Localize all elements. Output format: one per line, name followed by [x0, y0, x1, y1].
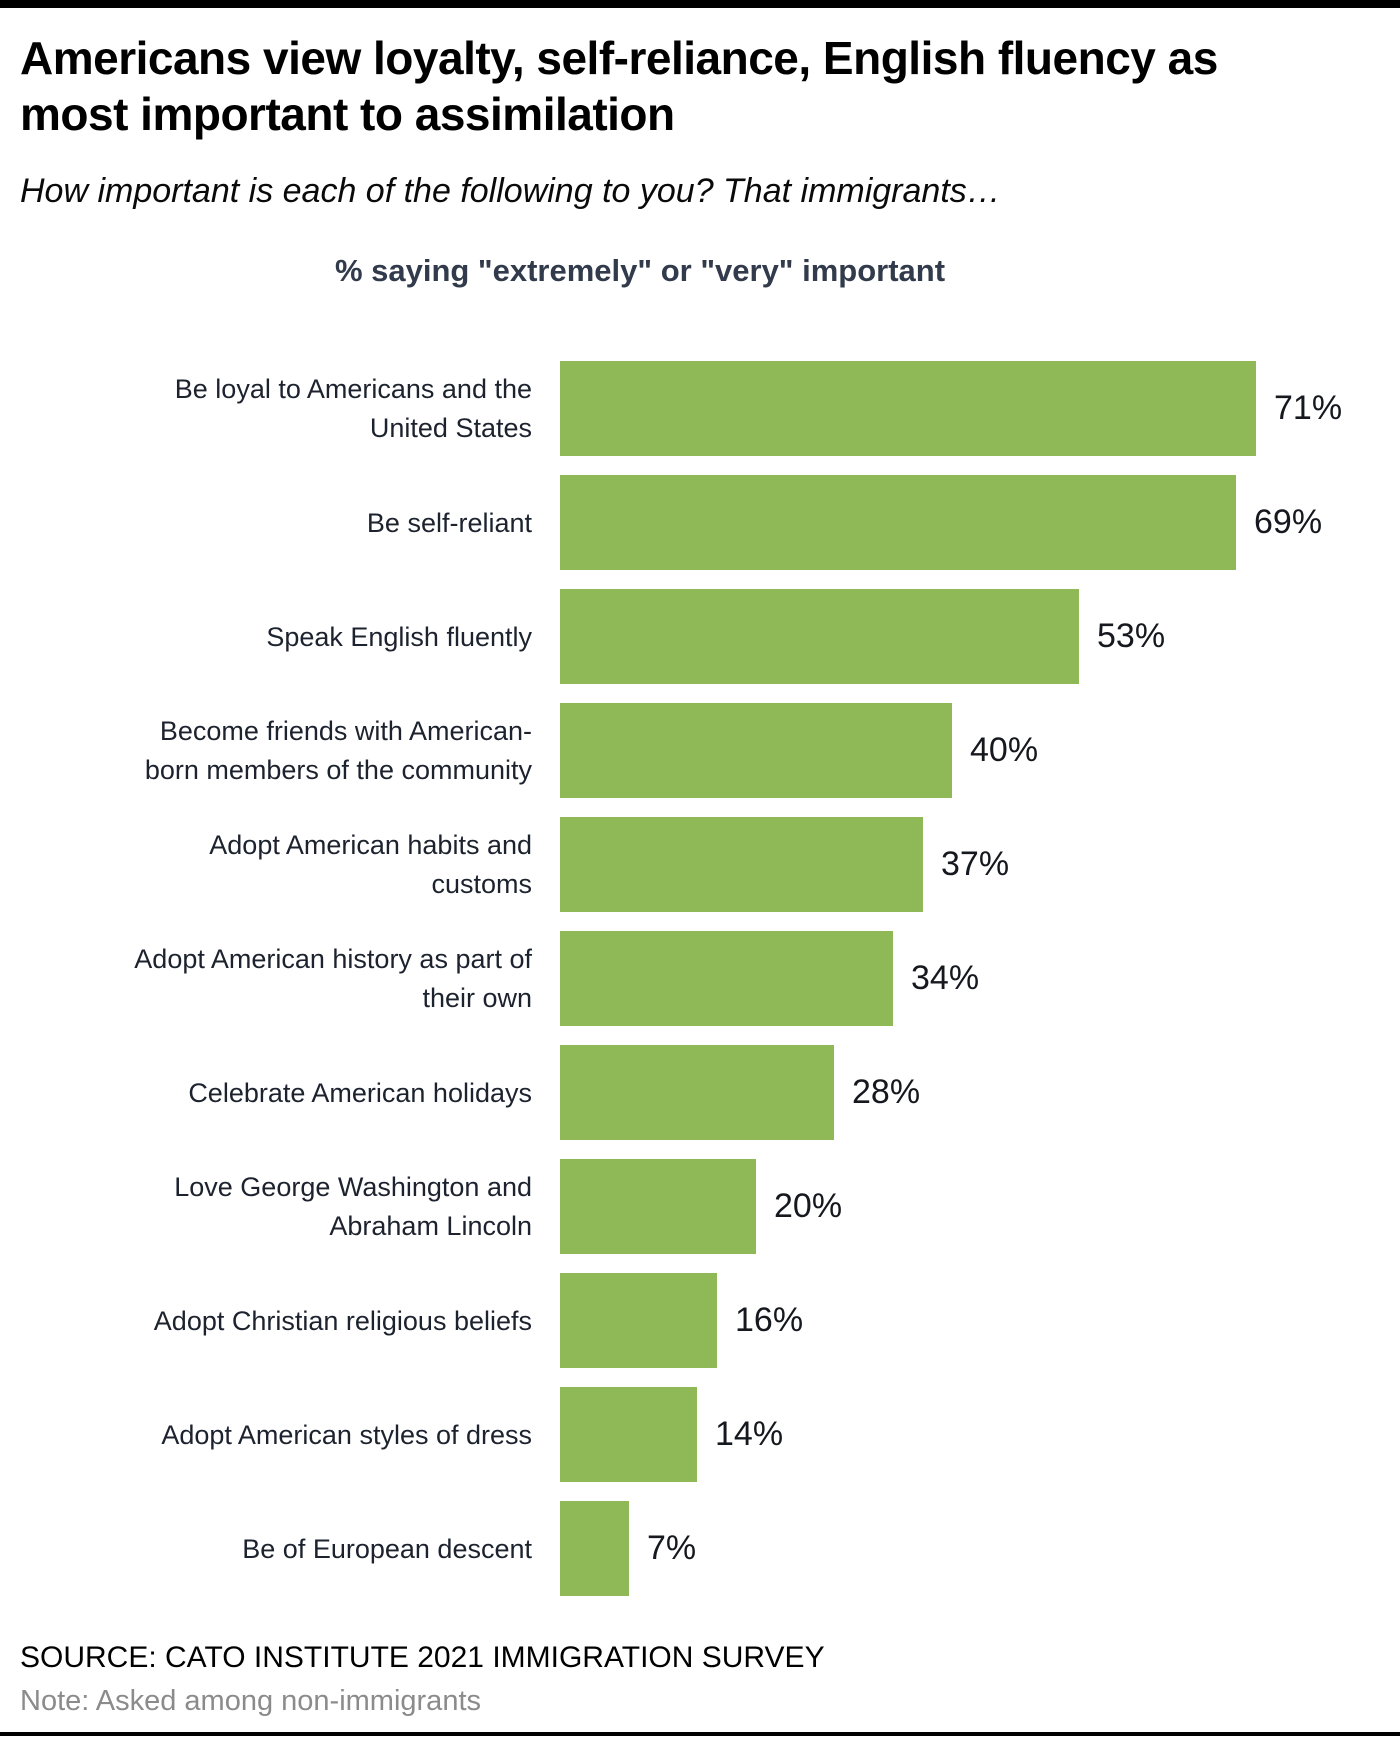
- bar: [560, 1501, 629, 1597]
- bar-row: Adopt American history as part of their …: [20, 931, 1380, 1027]
- bar: [560, 475, 1236, 571]
- bar-row: Adopt Christian religious beliefs 16%: [20, 1273, 1380, 1369]
- note-text: Note: Asked among non-immigrants: [20, 1685, 481, 1718]
- bar-row: Be self-reliant 69%: [20, 475, 1380, 571]
- bar-label: Adopt American habits and customs: [209, 830, 532, 899]
- bar: [560, 1273, 717, 1369]
- bar-row: Adopt American habits and customs 37%: [20, 817, 1380, 913]
- bar-label: Adopt American styles of dress: [161, 1419, 532, 1450]
- bar-value-label: 71%: [1274, 389, 1343, 428]
- bar-track: 34%: [560, 931, 1380, 1027]
- bottom-rule: [0, 1732, 1400, 1736]
- bar-track: 53%: [560, 589, 1380, 685]
- bar-value-label: 7%: [647, 1529, 697, 1568]
- bar: [560, 1159, 756, 1255]
- bar-label: Celebrate American holidays: [188, 1077, 532, 1108]
- bar-track: 7%: [560, 1501, 1380, 1597]
- bar: [560, 703, 952, 799]
- bar-track: 69%: [560, 475, 1380, 571]
- bar-value-label: 53%: [1097, 617, 1166, 656]
- bar-track: 71%: [560, 361, 1380, 457]
- bar-value-label: 16%: [735, 1301, 804, 1340]
- bar: [560, 1045, 834, 1141]
- bar-track: 37%: [560, 817, 1380, 913]
- bar-value-label: 40%: [970, 731, 1039, 770]
- bar-label: Be of European descent: [242, 1533, 532, 1564]
- bar-row: Love George Washington and Abraham Linco…: [20, 1159, 1380, 1255]
- bar-label: Love George Washington and Abraham Linco…: [174, 1172, 532, 1241]
- bar: [560, 361, 1256, 457]
- bar-row: Become friends with American- born membe…: [20, 703, 1380, 799]
- bar: [560, 1387, 697, 1483]
- bar-label: Become friends with American- born membe…: [144, 716, 532, 785]
- bar-track: 16%: [560, 1273, 1380, 1369]
- bar-value-label: 14%: [715, 1415, 784, 1454]
- bar-track: 28%: [560, 1045, 1380, 1141]
- bar-value-label: 20%: [774, 1187, 843, 1226]
- bar-row: Adopt American styles of dress 14%: [20, 1387, 1380, 1483]
- bar-value-label: 37%: [941, 845, 1010, 884]
- bar-value-label: 69%: [1254, 503, 1323, 542]
- page-title: Americans view loyalty, self-reliance, E…: [20, 32, 1218, 141]
- bar-track: 14%: [560, 1387, 1380, 1483]
- bar-value-label: 28%: [852, 1073, 921, 1112]
- bar-label: Speak English fluently: [266, 621, 532, 652]
- bar-label: Be self-reliant: [366, 507, 532, 538]
- bar-label: Adopt Christian religious beliefs: [153, 1305, 532, 1336]
- bar-value-label: 34%: [911, 959, 980, 998]
- bar-row: Be loyal to Americans and the United Sta…: [20, 361, 1380, 457]
- bar-chart: Be loyal to Americans and the United Sta…: [20, 361, 1380, 1597]
- chart-axis-title: % saying "extremely" or "very" important: [334, 253, 946, 289]
- source-text: SOURCE: CATO INSTITUTE 2021 IMMIGRATION …: [20, 1641, 825, 1675]
- bar: [560, 931, 893, 1027]
- bar: [560, 589, 1079, 685]
- bar-row: Speak English fluently 53%: [20, 589, 1380, 685]
- bar: [560, 817, 923, 913]
- bar-track: 20%: [560, 1159, 1380, 1255]
- bar-label: Be loyal to Americans and the United Sta…: [174, 374, 532, 443]
- page-subtitle: How important is each of the following t…: [20, 172, 1001, 211]
- bar-track: 40%: [560, 703, 1380, 799]
- bar-row: Be of European descent 7%: [20, 1501, 1380, 1597]
- bar-row: Celebrate American holidays 28%: [20, 1045, 1380, 1141]
- bar-label: Adopt American history as part of their …: [134, 944, 532, 1013]
